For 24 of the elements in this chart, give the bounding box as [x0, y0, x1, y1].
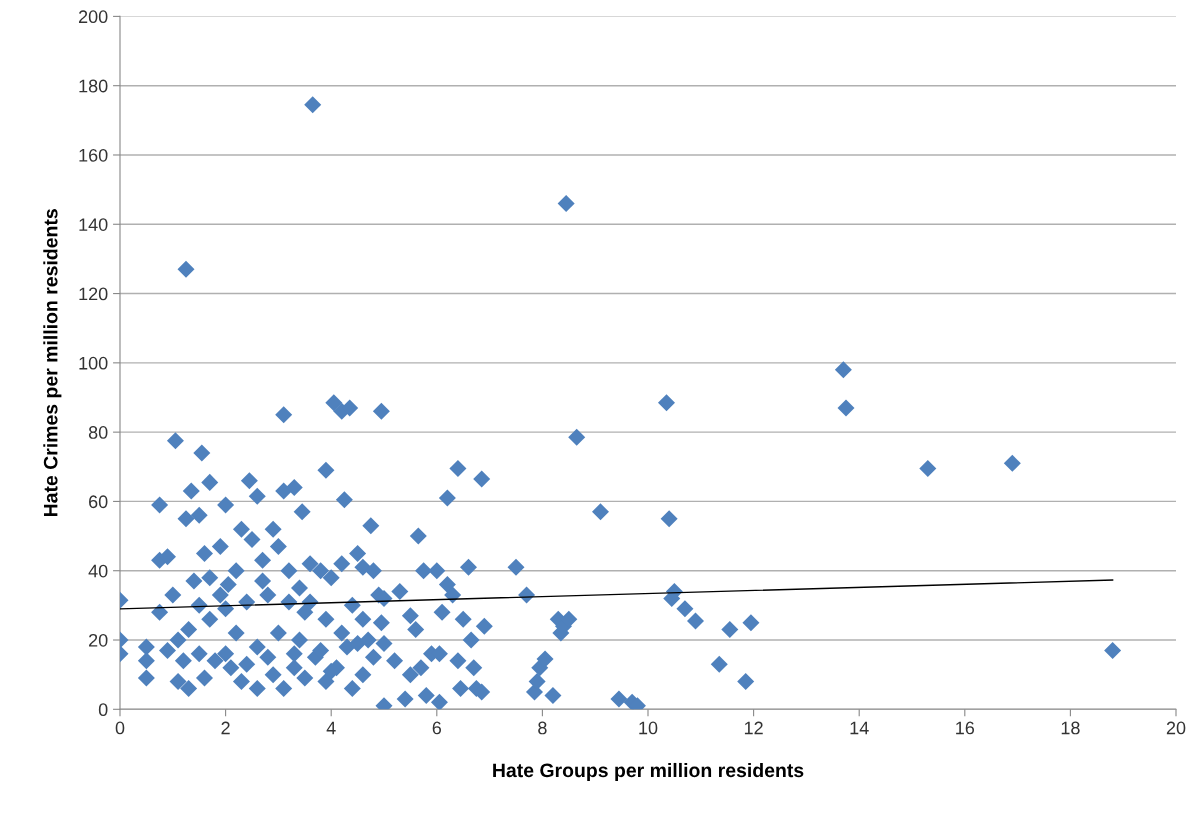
- y-tick-label: 120: [79, 287, 108, 301]
- x-tick-label: 0: [115, 721, 125, 735]
- y-tick-label: 140: [79, 218, 108, 231]
- x-axis-title: Hate Groups per million residents: [493, 762, 804, 782]
- y-tick-label: 80: [88, 426, 108, 439]
- y-tick-label: 20: [89, 633, 108, 647]
- x-tick-label: 10: [639, 721, 658, 735]
- x-tick-label: 14: [850, 721, 869, 735]
- y-tick-label: 180: [79, 79, 108, 93]
- y-tick-label: 160: [79, 148, 108, 162]
- x-tick-label: 4: [326, 721, 336, 735]
- y-tick-label: 100: [79, 356, 108, 370]
- x-tick-label: 16: [956, 721, 975, 735]
- x-tick-label: 12: [744, 721, 763, 735]
- y-tick-label: 60: [89, 495, 108, 509]
- x-tick-label: 6: [432, 721, 442, 735]
- y-axis-title: Hate Crimes per million residents: [43, 209, 62, 517]
- y-tick-label: 40: [88, 564, 108, 578]
- y-tick-label: 0: [98, 703, 108, 717]
- x-tick-label: 18: [1061, 721, 1080, 735]
- x-tick-label: 20: [1166, 721, 1186, 735]
- y-tick-label: 200: [78, 10, 108, 24]
- x-tick-label: 8: [538, 721, 547, 735]
- x-tick-label: 2: [221, 721, 230, 735]
